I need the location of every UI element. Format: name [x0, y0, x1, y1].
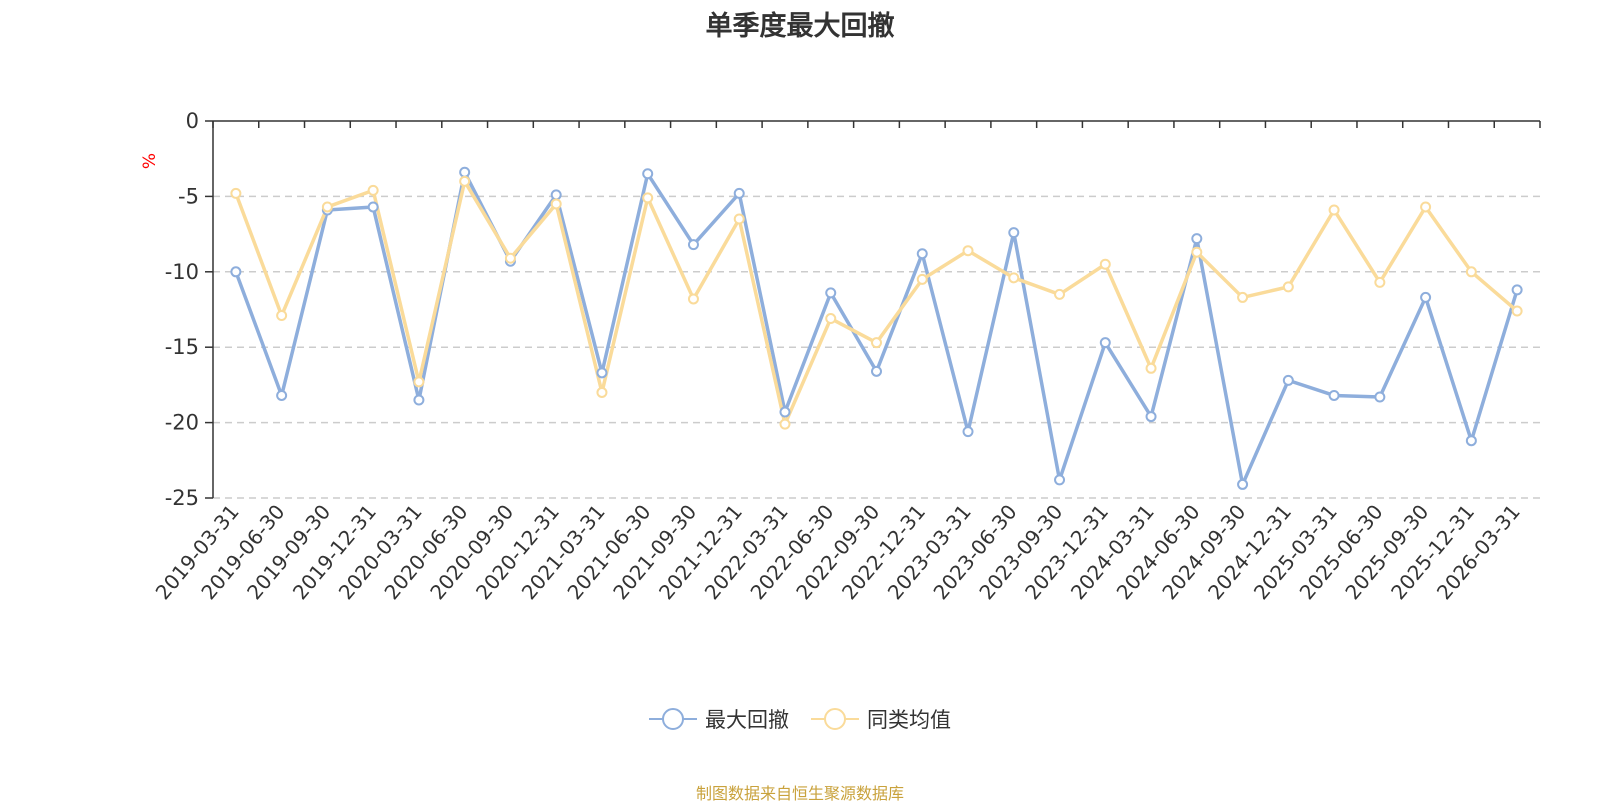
data-point-series-2[interactable] — [367, 184, 379, 196]
legend: 最大回撤 同类均值 — [0, 704, 1600, 734]
data-point-series-1[interactable] — [1511, 284, 1523, 296]
data-point-series-1[interactable] — [1008, 227, 1020, 239]
data-point-series-1[interactable] — [1099, 337, 1111, 349]
data-point-series-1[interactable] — [367, 201, 379, 213]
data-point-series-2[interactable] — [1282, 281, 1294, 293]
y-tick-label: 0 — [186, 109, 199, 133]
y-tick-label: -5 — [178, 184, 199, 208]
legend-item-series-1[interactable]: 最大回撤 — [649, 704, 789, 734]
data-point-series-2[interactable] — [1054, 288, 1066, 300]
data-point-series-2[interactable] — [1008, 272, 1020, 284]
data-point-series-1[interactable] — [642, 168, 654, 180]
data-point-series-1[interactable] — [413, 394, 425, 406]
data-point-series-1[interactable] — [1145, 411, 1157, 423]
data-point-series-2[interactable] — [733, 213, 745, 225]
data-point-series-2[interactable] — [1374, 276, 1386, 288]
data-point-series-2[interactable] — [1511, 305, 1523, 317]
data-point-series-1[interactable] — [1420, 291, 1432, 303]
y-tick-label: -20 — [165, 411, 199, 435]
data-point-series-1[interactable] — [1191, 233, 1203, 245]
data-point-series-1[interactable] — [916, 248, 928, 260]
data-point-series-1[interactable] — [276, 389, 288, 401]
data-point-series-2[interactable] — [962, 245, 974, 257]
data-point-series-2[interactable] — [1099, 258, 1111, 270]
legend-item-series-2[interactable]: 同类均值 — [811, 704, 951, 734]
data-point-series-1[interactable] — [550, 189, 562, 201]
data-point-series-1[interactable] — [779, 406, 791, 418]
chart-title: 单季度最大回撤 — [705, 11, 895, 42]
data-point-series-2[interactable] — [916, 273, 928, 285]
data-point-series-1[interactable] — [596, 367, 608, 379]
legend-label-series-1: 最大回撤 — [705, 708, 789, 732]
source-note: 制图数据来自恒生聚源数据库 — [695, 784, 904, 803]
data-point-series-2[interactable] — [642, 192, 654, 204]
data-point-series-1[interactable] — [1237, 478, 1249, 490]
data-point-series-1[interactable] — [1465, 435, 1477, 447]
data-point-series-2[interactable] — [687, 293, 699, 305]
data-point-series-1[interactable] — [733, 187, 745, 199]
data-point-series-1[interactable] — [871, 365, 882, 377]
data-point-series-2[interactable] — [1420, 201, 1432, 213]
series-line-1 — [234, 170, 1519, 487]
data-point-series-2[interactable] — [871, 337, 882, 349]
y-tick-label: -10 — [165, 260, 199, 284]
data-point-series-2[interactable] — [504, 252, 516, 264]
data-point-series-1[interactable] — [1054, 474, 1066, 486]
series-layer — [230, 166, 1523, 490]
data-point-series-2[interactable] — [779, 418, 791, 430]
series-line-2 — [234, 179, 1519, 426]
data-point-series-2[interactable] — [1237, 291, 1249, 303]
data-point-series-1[interactable] — [687, 239, 699, 251]
data-point-series-2[interactable] — [550, 198, 562, 210]
legend-label-series-2: 同类均值 — [867, 708, 951, 732]
y-axis-label: % — [140, 153, 160, 169]
data-point-series-1[interactable] — [459, 166, 471, 178]
data-point-series-2[interactable] — [321, 201, 333, 213]
data-point-series-2[interactable] — [230, 187, 242, 199]
axes: 0-5-10-15-20-252019-03-312019-06-302019-… — [151, 109, 1541, 604]
data-point-series-1[interactable] — [230, 266, 242, 278]
data-point-series-1[interactable] — [1282, 374, 1294, 386]
data-point-series-2[interactable] — [276, 310, 288, 322]
data-point-series-2[interactable] — [1145, 362, 1157, 374]
data-point-series-1[interactable] — [962, 426, 974, 438]
legend-line-marker-icon — [649, 708, 697, 730]
data-point-series-1[interactable] — [1374, 391, 1386, 403]
data-point-series-2[interactable] — [1328, 204, 1340, 216]
data-point-series-2[interactable] — [1191, 246, 1203, 258]
data-point-series-1[interactable] — [1328, 389, 1340, 401]
legend-line-marker-icon — [811, 708, 859, 730]
y-tick-label: -15 — [165, 335, 199, 359]
y-tick-label: -25 — [165, 486, 199, 510]
data-point-series-2[interactable] — [1465, 266, 1477, 278]
data-point-series-2[interactable] — [825, 313, 837, 325]
data-point-series-2[interactable] — [413, 376, 425, 388]
data-point-series-1[interactable] — [825, 287, 837, 299]
data-point-series-2[interactable] — [596, 386, 608, 398]
data-point-series-2[interactable] — [459, 175, 471, 187]
